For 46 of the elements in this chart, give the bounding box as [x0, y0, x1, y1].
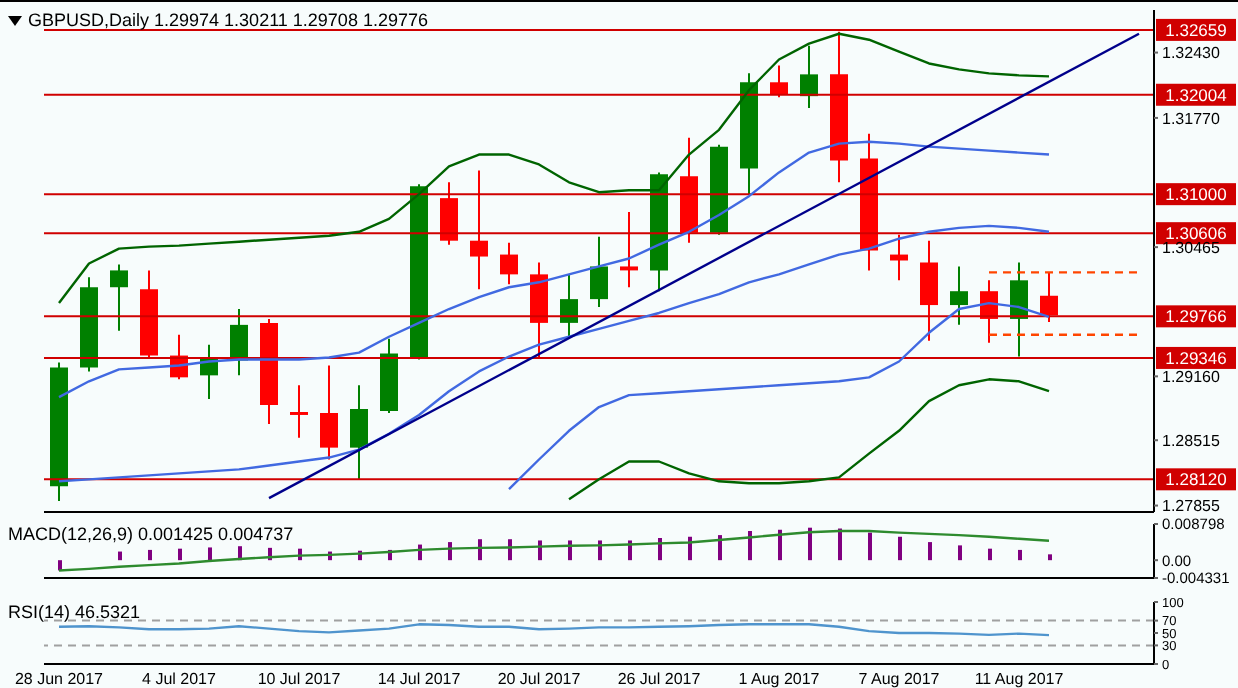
x-tick-label: 11 Aug 2017 — [974, 670, 1065, 688]
line-series — [57, 140, 1051, 399]
chart-title: MACD(12,26,9) 0.001425 0.004737 — [8, 524, 294, 544]
bar — [988, 548, 992, 561]
y-tick-label: 1.28515 — [1162, 431, 1221, 450]
bar — [208, 547, 212, 561]
ref-line-label: 1.31000 — [1165, 184, 1228, 205]
ref-line-label: 1.30606 — [1165, 223, 1228, 244]
bar — [958, 545, 962, 561]
ref-line-label: 1.32004 — [1165, 84, 1228, 105]
bar — [568, 540, 572, 561]
bar — [898, 536, 902, 561]
bar — [928, 542, 932, 561]
x-tick-label: 28 Jun 2017 — [14, 670, 105, 688]
x-tick-label: 20 Jul 2017 — [497, 670, 582, 688]
bar — [478, 539, 482, 561]
x-tick-label: 1 Aug 2017 — [738, 670, 821, 688]
ref-line-label: 1.29766 — [1165, 306, 1228, 327]
x-tick-label: 10 Jul 2017 — [257, 670, 342, 688]
bar — [1048, 554, 1052, 561]
candlestick — [290, 385, 308, 438]
bar — [838, 528, 842, 561]
bar — [178, 548, 182, 561]
ref-line-label: 1.32659 — [1165, 19, 1228, 40]
bar — [718, 535, 722, 561]
bar — [868, 532, 872, 561]
x-tick-label: 7 Aug 2017 — [858, 670, 941, 688]
ref-line-label: 1.28120 — [1165, 469, 1228, 490]
bar — [808, 527, 812, 561]
line-series — [57, 224, 1051, 483]
x-tick-label: 26 Jul 2017 — [617, 670, 702, 688]
line-series — [57, 32, 1051, 305]
y-tick-label: 1.27855 — [1162, 497, 1221, 516]
bar — [118, 551, 122, 561]
y-tick-label: 1.29160 — [1162, 368, 1221, 387]
x-tick-label: 14 Jul 2017 — [377, 670, 462, 688]
bar — [148, 549, 152, 561]
y-tick-label: 1.30465 — [1162, 238, 1221, 257]
x-tick-label: 4 Jul 2017 — [142, 670, 218, 688]
line-series — [567, 378, 1051, 501]
bar — [1018, 549, 1022, 561]
ref-line-label: 1.29346 — [1165, 347, 1228, 368]
y-tick-label: 1.31770 — [1162, 109, 1221, 128]
chart-title: GBPUSD,Daily 1.29974 1.30211 1.29708 1.29776 — [28, 10, 428, 30]
y-tick-label: 1.32430 — [1162, 44, 1221, 63]
chart-title: RSI(14) 46.5321 — [8, 602, 141, 622]
